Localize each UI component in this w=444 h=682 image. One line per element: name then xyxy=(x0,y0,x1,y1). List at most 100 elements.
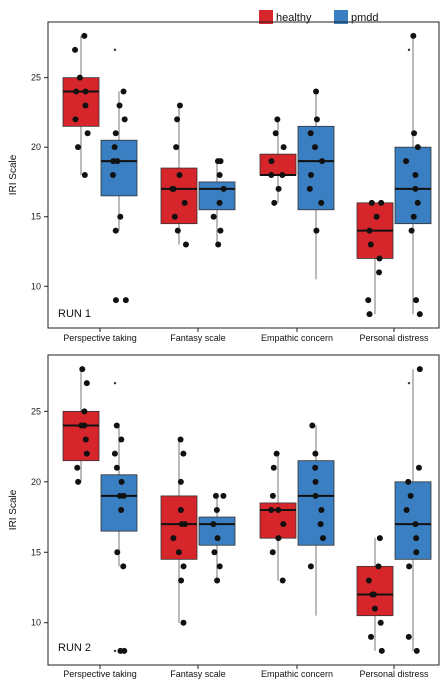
data-point xyxy=(412,172,419,178)
data-point xyxy=(78,422,85,429)
data-point xyxy=(216,563,223,570)
box-pmdd xyxy=(198,158,236,248)
data-point xyxy=(112,227,119,234)
data-point xyxy=(175,549,182,556)
box-healthy xyxy=(160,102,198,248)
data-point xyxy=(114,549,121,556)
data-point xyxy=(366,227,373,234)
data-point xyxy=(113,422,120,429)
outlier-marker xyxy=(113,48,117,52)
y-tick-label: 25 xyxy=(31,406,41,416)
data-point xyxy=(170,535,177,542)
data-point xyxy=(180,619,187,626)
data-point xyxy=(413,549,420,556)
data-point xyxy=(81,172,88,178)
box-body xyxy=(394,146,432,225)
data-point xyxy=(81,32,88,39)
data-point xyxy=(369,591,376,598)
data-point xyxy=(182,241,189,248)
data-point xyxy=(118,436,125,443)
data-point xyxy=(210,213,217,220)
data-point xyxy=(212,492,219,499)
data-point xyxy=(411,130,418,137)
data-point xyxy=(118,507,125,513)
box-healthy xyxy=(259,450,297,584)
data-point xyxy=(173,144,180,151)
y-tick-label: 25 xyxy=(31,73,41,83)
data-point xyxy=(313,116,320,123)
data-point xyxy=(312,492,319,499)
data-point xyxy=(76,74,83,81)
data-point xyxy=(110,158,117,165)
data-point xyxy=(180,450,187,457)
data-point xyxy=(319,158,326,165)
box-body xyxy=(297,125,335,211)
data-point xyxy=(220,185,227,192)
data-point xyxy=(410,32,417,39)
box-body xyxy=(198,181,236,211)
data-point xyxy=(410,213,417,220)
data-point xyxy=(405,633,412,640)
data-point xyxy=(413,647,420,654)
data-point xyxy=(269,549,276,556)
data-point xyxy=(271,199,278,206)
data-point xyxy=(275,535,282,542)
data-point xyxy=(176,102,183,109)
data-point xyxy=(111,144,118,151)
box-body xyxy=(394,481,432,560)
data-point xyxy=(274,116,281,123)
data-point xyxy=(174,227,181,234)
data-point xyxy=(312,450,319,457)
category-label: Fantasy scale xyxy=(170,669,226,679)
box-body xyxy=(297,460,335,546)
data-point xyxy=(270,464,277,471)
data-point xyxy=(275,507,282,513)
data-point xyxy=(211,549,218,556)
data-point xyxy=(220,492,227,499)
data-point xyxy=(406,563,413,570)
data-point xyxy=(376,269,383,276)
box-pmdd xyxy=(100,48,138,304)
data-point xyxy=(366,311,373,318)
legend-swatch-pmdd xyxy=(334,10,348,24)
data-point xyxy=(82,102,89,109)
data-point xyxy=(412,521,419,528)
data-point xyxy=(82,436,89,443)
data-point xyxy=(307,172,314,178)
data-point xyxy=(118,478,125,485)
data-point xyxy=(120,88,127,95)
data-point xyxy=(84,130,91,137)
data-point xyxy=(408,227,415,234)
box-pmdd xyxy=(100,381,138,654)
data-point xyxy=(268,158,275,165)
panel-frame xyxy=(47,21,440,329)
box-pmdd xyxy=(198,492,236,584)
data-point xyxy=(79,366,86,373)
category-label: Personal distress xyxy=(359,333,429,343)
data-point xyxy=(275,185,282,192)
data-point xyxy=(114,158,121,165)
panel-label: RUN 1 xyxy=(58,308,91,320)
data-point xyxy=(214,158,221,165)
plot-area: 10 15 20 25 Perspective taking Fantasy scale E… xyxy=(31,366,432,679)
data-point xyxy=(307,563,314,570)
data-point xyxy=(83,450,90,457)
data-point xyxy=(280,521,287,528)
data-point xyxy=(371,605,378,612)
data-point xyxy=(313,88,320,95)
data-point xyxy=(72,46,79,53)
data-point xyxy=(268,172,275,178)
box-healthy xyxy=(356,535,394,654)
data-point xyxy=(318,199,325,206)
data-point xyxy=(415,464,422,471)
box-pmdd xyxy=(297,88,335,280)
data-point xyxy=(268,507,275,513)
data-point xyxy=(216,199,223,206)
data-point xyxy=(413,535,420,542)
data-point xyxy=(112,130,119,137)
data-point xyxy=(83,380,90,387)
box-healthy xyxy=(356,199,394,318)
data-point xyxy=(318,507,325,513)
category-label: Fantasy scale xyxy=(170,333,226,343)
